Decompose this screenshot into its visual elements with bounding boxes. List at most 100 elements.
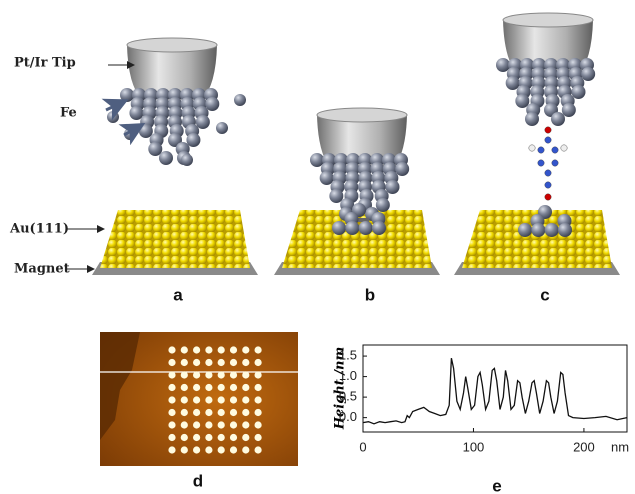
fe-atom [120,88,134,102]
adatom-dot [218,421,225,428]
adatom-dot [168,446,175,453]
adatom-dot [242,384,249,391]
adatom-dot [242,421,249,428]
adatom-dot [218,359,225,366]
adatom-dot [242,409,249,416]
fe-label: Fe [60,106,77,121]
adatom-dot [181,346,188,353]
adatom-dot [230,409,237,416]
fe-atom [216,122,228,134]
x-tick-label: 100 [463,439,485,454]
adatom-dot [230,359,237,366]
adatom-dot [168,434,175,441]
adatom-dot [255,384,262,391]
fe-atom [359,221,373,235]
adatom-dot [242,396,249,403]
adatom-dot [255,359,262,366]
adatom-dot [205,421,212,428]
molecule-atom [552,147,558,153]
adatom-dot [255,396,262,403]
panel-label: c [540,285,549,304]
adatom-dot [168,371,175,378]
adatom-dot [181,421,188,428]
adatom-dot [255,421,262,428]
figure: Pt/Ir Tip Fe Au(111) Magnet a b c d e He… [0,0,635,494]
adatom-dot [181,409,188,416]
adatom-dot [168,396,175,403]
gold-layer [100,210,250,268]
stm-image [100,332,298,466]
adatom-dot [205,371,212,378]
adatom-dot [181,434,188,441]
fe-atom [129,106,143,120]
fe-atom [572,85,586,99]
adatom-dot [181,396,188,403]
x-tick-label: 200 [573,439,595,454]
x-axis-label: nm [611,439,629,454]
adatom-dot [181,446,188,453]
adatom-dot [255,409,262,416]
adatom-dot [168,409,175,416]
tip-label: Pt/Ir Tip [14,56,76,71]
adatom-dot [255,371,262,378]
molecule-atom [545,194,551,200]
adatom-dot [230,421,237,428]
y-tick-label: 0.5 [339,389,357,404]
profile-line [363,358,627,424]
adatom-dot [230,371,237,378]
fe-atom [139,124,153,138]
fe-atom [515,94,529,108]
adatom-dot [193,434,200,441]
adatom-dot [193,396,200,403]
fe-atom [372,221,386,235]
fe-atom [551,112,565,126]
molecule-atom [545,127,551,133]
adatom-dot [230,384,237,391]
adatom-dot [242,371,249,378]
molecule-atom [538,160,544,166]
adatom-dot [205,346,212,353]
fe-atom [320,171,334,185]
adatom-dot [255,346,262,353]
fe-atom [205,97,219,111]
adatom-dot [230,434,237,441]
adatom-dot [205,396,212,403]
molecule-atom [545,170,551,176]
fe-atom [196,115,210,129]
fe-atom [395,162,409,176]
adatom-dot [205,359,212,366]
adatom-dot [218,384,225,391]
plot-frame [363,345,627,432]
fe-atom [186,133,200,147]
au-label: Au(111) [9,222,69,237]
adatom-dot [218,434,225,441]
fe-atom [345,221,359,235]
fe-atom [329,189,343,203]
adatom-dot [205,409,212,416]
fe-atom [181,154,193,166]
fe-atom [234,94,246,106]
tip-top [317,108,407,122]
fe-atom [518,223,532,237]
adatom-dot [218,346,225,353]
fe-atom [332,221,346,235]
adatom-dot [181,359,188,366]
molecule-atom [561,145,567,151]
adatom-dot [168,359,175,366]
fe-atom [525,112,539,126]
fe-atom [581,67,595,81]
adatom-dot [255,434,262,441]
adatom-dot [205,446,212,453]
y-tick-label: 1.5 [339,348,357,363]
adatom-dot [218,446,225,453]
panel-label: e [492,476,501,494]
magnet-label: Magnet [14,262,70,277]
adatom-dot [218,409,225,416]
y-tick-label: 1.0 [339,368,357,383]
adatom-dot [168,384,175,391]
panel-label: a [173,285,183,304]
adatom-dot [193,359,200,366]
adatom-dot [230,396,237,403]
fe-atom [376,198,390,212]
adatom-dot [218,371,225,378]
